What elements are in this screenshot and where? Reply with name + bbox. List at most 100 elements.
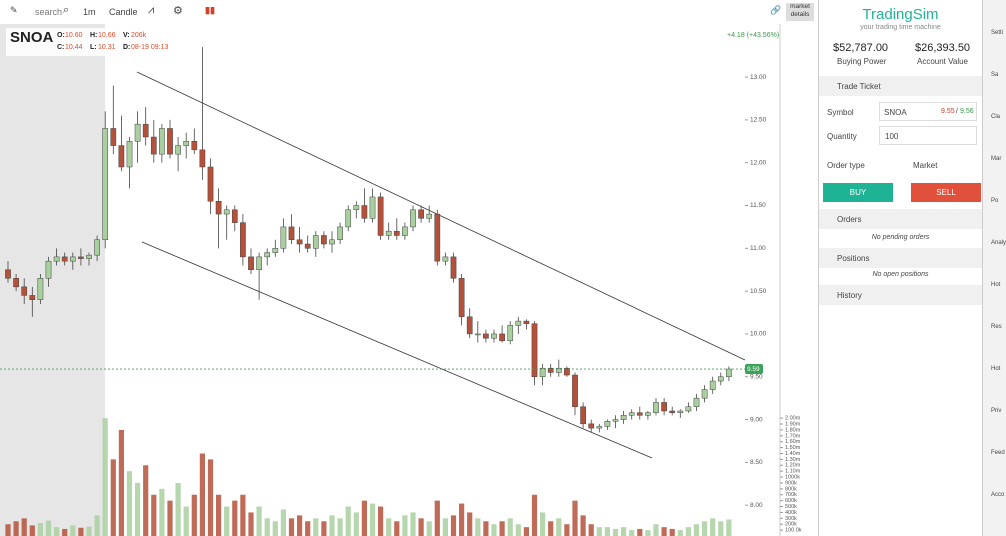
volume-bar	[677, 530, 683, 536]
volume-tick-label: 600k	[785, 498, 797, 504]
nav-item[interactable]: Priv	[991, 408, 1002, 414]
candle-body	[134, 123, 141, 142]
candle-body	[523, 320, 530, 324]
volume-bar	[143, 465, 149, 536]
nav-item[interactable]: Acco	[991, 492, 1005, 498]
bars-icon[interactable]: ▮▮	[205, 5, 215, 15]
ohlc-value: 206k	[131, 32, 147, 39]
nav-item[interactable]: Hot	[991, 366, 1001, 372]
volume-bar	[410, 512, 416, 536]
volume-bar	[580, 515, 586, 536]
ohlc-value: 08-19 09:13	[131, 44, 168, 51]
nav-item[interactable]: Hot	[991, 282, 1001, 288]
nav-item[interactable]: Analy	[991, 240, 1006, 246]
symbol-input[interactable]	[879, 102, 977, 121]
volume-bar	[256, 506, 262, 536]
pencil-icon[interactable]: ✎	[10, 5, 18, 15]
volume-bar	[313, 518, 319, 536]
volume-bar	[669, 528, 675, 536]
account-value: $26,393.50	[915, 42, 971, 54]
candle-body	[369, 196, 376, 219]
nav-item[interactable]: Setti	[991, 30, 1004, 36]
volume-tick-label: 500k	[785, 504, 797, 510]
volume-tick-label: 1.90m	[785, 421, 801, 427]
volume-bar	[548, 521, 554, 536]
volume-bar	[378, 506, 384, 536]
candle-body	[709, 380, 716, 390]
toolbar: ✎ search ⌕ 1m Candle ⩘ ⚙ ▮▮ 🔗 market det…	[0, 0, 818, 24]
interval[interactable]: 1m	[83, 7, 96, 17]
candle-body	[150, 136, 157, 155]
candle-body	[685, 406, 692, 412]
nav-item[interactable]: Po	[991, 198, 999, 204]
account-value-label: Account Value	[917, 57, 968, 66]
candle-body	[280, 226, 287, 249]
volume-bar	[62, 528, 68, 536]
chart: SNOA +4.18 (+43.56%) O: 10.60 H: 10.66 V: 206…	[0, 24, 802, 536]
volume-bar	[645, 530, 651, 536]
style[interactable]: Candle	[109, 7, 138, 17]
nav-item[interactable]: Mar	[991, 156, 1002, 162]
volume-tick-label: 1.40m	[785, 451, 801, 457]
volume-bar	[264, 518, 270, 536]
quantity-input[interactable]	[879, 126, 977, 145]
candle-body	[717, 376, 724, 382]
market-details[interactable]: market details	[786, 3, 814, 21]
candle-body	[240, 222, 246, 258]
search[interactable]: search	[35, 7, 63, 17]
volume-bar	[710, 518, 716, 536]
candle-body	[588, 423, 595, 429]
nav-item[interactable]: Sa	[991, 72, 999, 78]
order-type[interactable]: Market	[913, 161, 938, 170]
volume-bar	[483, 521, 489, 536]
volume-bar	[297, 515, 303, 536]
candle-body	[580, 406, 586, 425]
candle-body	[474, 333, 481, 336]
candle-body	[434, 213, 441, 262]
symbol-label: Symbol	[827, 108, 854, 117]
trade-ticket-header[interactable]: Trade Ticket	[819, 76, 982, 96]
volume-bar	[637, 528, 643, 536]
volume-bar	[199, 453, 205, 536]
orders: Orders	[837, 215, 862, 224]
candle-body	[215, 200, 222, 215]
candle-body	[628, 412, 635, 416]
indicator-icon[interactable]: ⩘	[148, 4, 155, 16]
nav-item[interactable]: Cla	[991, 114, 1001, 120]
trade-ticket: Trade Ticket	[837, 82, 881, 91]
volume-bar	[653, 524, 659, 536]
volume-tick-label: 100.0k	[785, 528, 802, 534]
volume-bar	[305, 521, 311, 536]
candle-body	[45, 260, 52, 279]
nav-item[interactable]: Res	[991, 324, 1002, 330]
candle-body	[669, 410, 676, 413]
volume-bar	[621, 527, 627, 536]
volume-bar	[345, 506, 351, 536]
candle-body	[69, 256, 76, 262]
positions-header[interactable]: Positions	[819, 248, 982, 268]
candle-body	[21, 286, 28, 296]
orders-header[interactable]: Orders	[819, 209, 982, 229]
volume-bar	[29, 525, 35, 536]
volume-bar	[556, 518, 562, 536]
candle-body	[450, 256, 457, 279]
side-nav: Setti Sa Cla Mar Po Analy Hot Res Hot Priv Feed Acc…	[983, 0, 1006, 536]
settings-icon[interactable]: ⚙	[173, 5, 183, 17]
volume-bar	[45, 520, 52, 536]
volume-bar	[13, 521, 19, 536]
nav-item[interactable]: Feed	[991, 450, 1005, 456]
volume-bar	[191, 494, 197, 536]
link-icon[interactable]: 🔗	[770, 5, 782, 15]
ohlc-key: D:	[123, 44, 130, 51]
candle-body	[661, 402, 667, 412]
history-header[interactable]: History	[819, 285, 982, 305]
candle-body	[199, 149, 206, 168]
volume-tick-label: 1.50m	[785, 445, 801, 451]
candle-body	[547, 367, 554, 373]
search-icon[interactable]: ⌕	[63, 4, 70, 16]
sell-button[interactable]: SELL	[911, 183, 981, 202]
volume-tick-label: 1.60m	[785, 439, 801, 445]
candle-body	[312, 235, 319, 249]
buy-button[interactable]: BUY	[823, 183, 893, 202]
volume-bar	[248, 512, 254, 536]
